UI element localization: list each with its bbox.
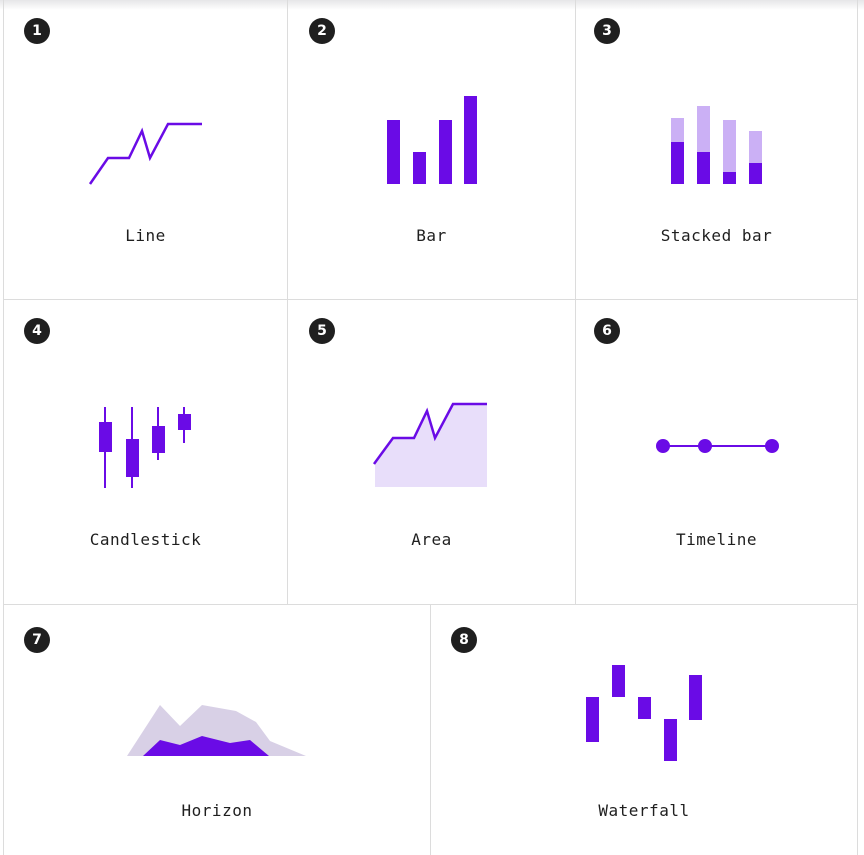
card-label: Area [411, 530, 452, 549]
card-number-badge: 8 [451, 627, 477, 653]
card-number-badge: 6 [594, 318, 620, 344]
divider [287, 0, 288, 604]
bar-chart-icon [387, 96, 477, 184]
card-line[interactable]: 1 Line [4, 0, 287, 299]
card-timeline[interactable]: 6 Timeline [576, 300, 857, 604]
card-number-badge: 4 [24, 318, 50, 344]
card-label: Candlestick [89, 530, 202, 549]
line-chart-icon [88, 122, 202, 185]
card-waterfall[interactable]: 8 Waterfall [431, 605, 857, 855]
card-bar[interactable]: 2 Bar [288, 0, 575, 299]
card-number-badge: 1 [24, 18, 50, 44]
card-area[interactable]: 5 Area [288, 300, 575, 604]
top-shadow [0, 0, 864, 10]
waterfall-chart-icon [586, 665, 702, 761]
divider [3, 604, 858, 605]
card-label: Horizon [181, 801, 253, 820]
card-label: Line [125, 226, 166, 245]
card-number-badge: 3 [594, 18, 620, 44]
card-number-badge: 5 [309, 318, 335, 344]
divider [857, 0, 858, 855]
card-label: Bar [416, 226, 447, 245]
divider [3, 299, 858, 300]
stacked-bar-chart-icon [671, 106, 762, 184]
divider [430, 604, 431, 855]
divider [575, 0, 576, 604]
card-number-badge: 2 [309, 18, 335, 44]
card-label: Stacked bar [660, 226, 773, 245]
card-candlestick[interactable]: 4 Candlestick [4, 300, 287, 604]
card-horizon[interactable]: 7 Horizon [4, 605, 430, 855]
card-number-badge: 7 [24, 627, 50, 653]
horizon-chart-icon [127, 705, 306, 756]
candlestick-chart-icon [99, 407, 191, 488]
area-chart-icon [372, 402, 487, 487]
timeline-chart-icon [656, 439, 779, 453]
divider [3, 0, 4, 855]
card-label: Timeline [675, 530, 758, 549]
card-label: Waterfall [598, 801, 690, 820]
card-stacked-bar[interactable]: 3 Stacked bar [576, 0, 857, 299]
